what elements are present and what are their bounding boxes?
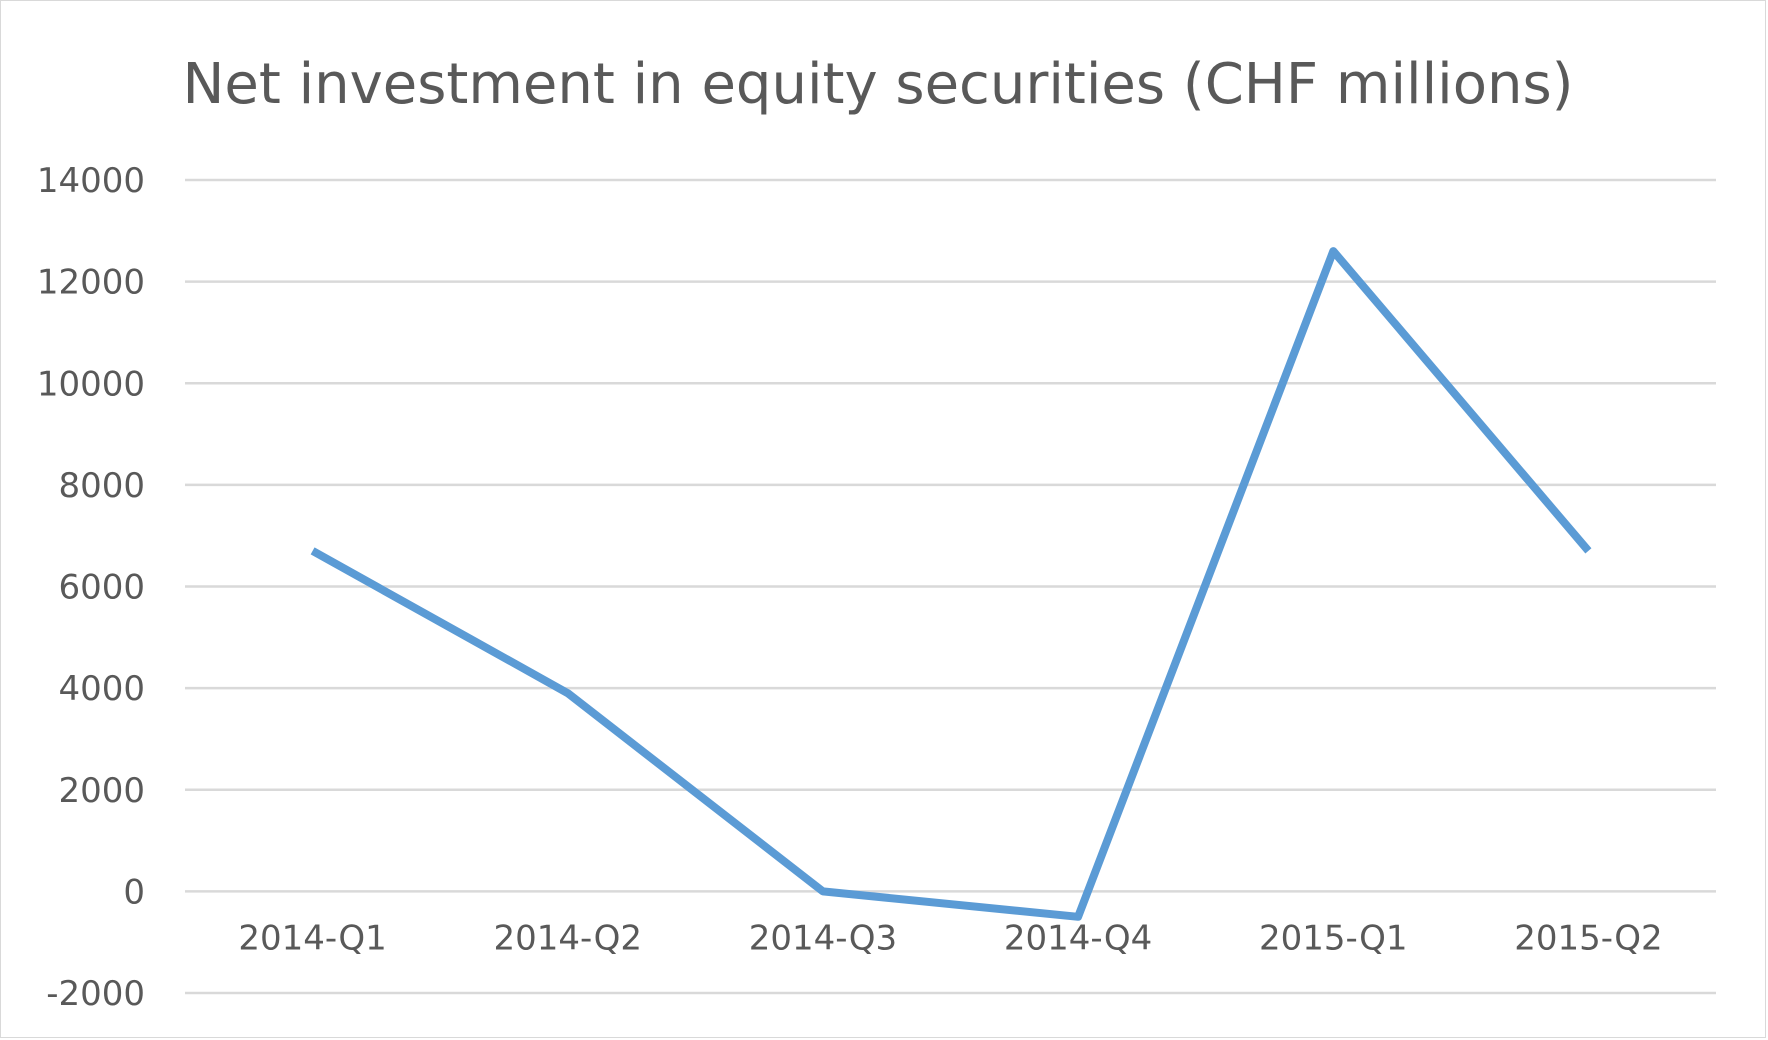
x-tick-label: 2014-Q3 xyxy=(749,918,897,958)
data-point xyxy=(1329,247,1337,255)
series-layer xyxy=(309,247,1592,921)
x-axis-ticks: 2014-Q1 2014-Q2 2014-Q3 2014-Q4 2015-Q1 2015-… xyxy=(238,918,1662,958)
x-tick-label: 2014-Q1 xyxy=(238,918,386,958)
series-line xyxy=(310,247,1592,921)
chart-title: Net investment in equity securities (CHF… xyxy=(182,52,1573,117)
x-tick-label: 2015-Q1 xyxy=(1259,918,1407,958)
data-point xyxy=(1584,547,1592,555)
y-tick-label: 14000 xyxy=(37,161,145,201)
y-tick-label: 8000 xyxy=(58,466,145,506)
x-tick-label: 2014-Q2 xyxy=(494,918,642,958)
x-tick-label: 2014-Q4 xyxy=(1004,918,1152,958)
y-tick-label: 6000 xyxy=(58,568,145,608)
y-tick-label: 2000 xyxy=(58,771,145,811)
gridlines xyxy=(185,178,1716,995)
y-tick-label: 0 xyxy=(123,872,145,912)
y-tick-label: -2000 xyxy=(46,974,145,1014)
y-axis-ticks: -2000 0 2000 4000 6000 8000 10000 12000 14000 xyxy=(37,161,145,1014)
data-point xyxy=(564,689,572,697)
data-point xyxy=(309,547,317,555)
y-tick-label: 4000 xyxy=(58,669,145,709)
data-point xyxy=(819,887,827,895)
data-point xyxy=(1074,913,1082,921)
y-tick-label: 10000 xyxy=(37,364,145,404)
y-tick-label: 12000 xyxy=(37,263,145,303)
x-tick-label: 2015-Q2 xyxy=(1514,918,1662,958)
